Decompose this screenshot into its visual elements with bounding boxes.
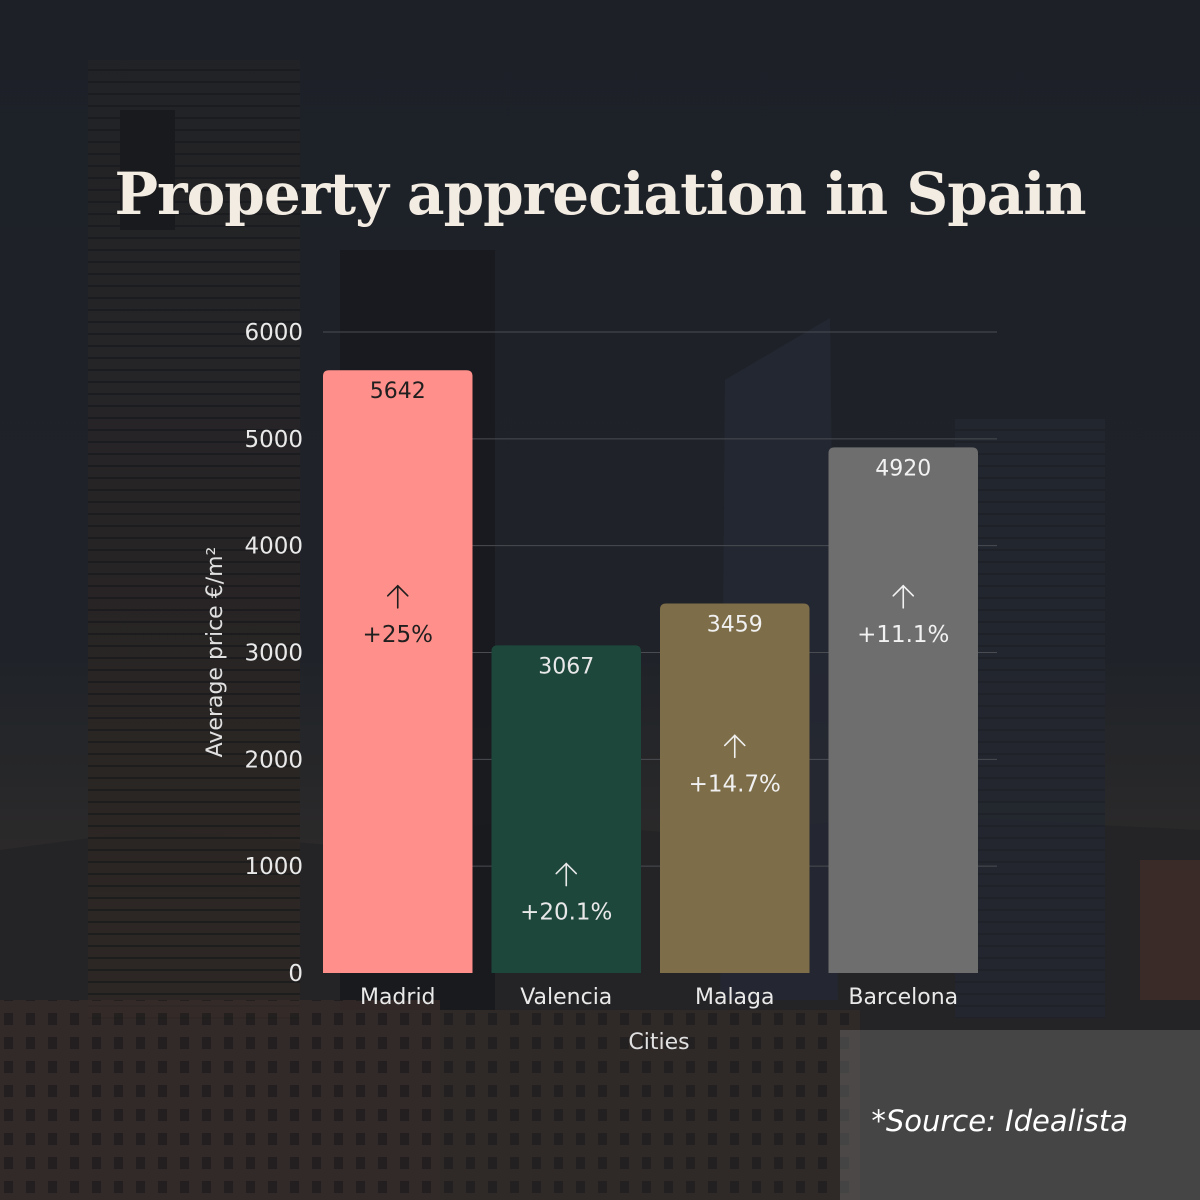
arrow-up-icon — [723, 734, 746, 759]
bar — [828, 447, 978, 973]
y-axis-ticks: 0 1000 2000 3000 4000 5000 6000 — [244, 320, 303, 987]
bar-group: 5642 +25% — [323, 370, 473, 973]
y-tick-label: 6000 — [244, 320, 303, 346]
x-category-label: Valencia — [520, 985, 612, 1010]
appreciation-label: +25% — [363, 622, 433, 648]
bar-value-label: 3067 — [538, 654, 594, 679]
y-tick-label: 1000 — [244, 854, 303, 880]
bar-group: 3459 +14.7% — [660, 603, 810, 973]
arrow-up-icon — [386, 584, 409, 609]
x-category-label: Malaga — [695, 985, 775, 1010]
source-note: *Source: Idealista — [871, 1104, 1128, 1138]
bars: 5642 +25% 3067 +20.1% 3459 +14.7% 4920 +11.1% — [323, 370, 978, 973]
x-category-label: Madrid — [360, 985, 436, 1010]
y-tick-label: 4000 — [244, 534, 303, 560]
arrow-up-icon — [892, 584, 915, 609]
bar-value-label: 5642 — [370, 379, 426, 404]
appreciation-label: +14.7% — [689, 771, 781, 797]
bar-value-label: 4920 — [875, 456, 931, 481]
bar-group: 4920 +11.1% — [828, 447, 978, 973]
appreciation-label: +11.1% — [857, 622, 949, 648]
bar — [323, 370, 473, 973]
bar-group: 3067 +20.1% — [491, 645, 641, 973]
bar — [491, 645, 641, 973]
y-axis-title: Average price €/m² — [203, 547, 228, 758]
bar — [660, 603, 810, 973]
arrow-up-icon — [555, 862, 578, 887]
x-axis-title: Cities — [628, 1030, 689, 1055]
bar-value-label: 3459 — [707, 612, 763, 637]
y-tick-label: 3000 — [244, 641, 303, 667]
appreciation-label: +20.1% — [520, 900, 612, 926]
y-tick-label: 2000 — [244, 747, 303, 773]
y-tick-label: 5000 — [244, 427, 303, 453]
chart-title: Property appreciation in Spain — [114, 160, 1086, 228]
x-category-label: Barcelona — [848, 985, 958, 1010]
y-tick-label: 0 — [288, 961, 303, 987]
x-axis-labels: Madrid Valencia Malaga Barcelona — [360, 985, 958, 1010]
